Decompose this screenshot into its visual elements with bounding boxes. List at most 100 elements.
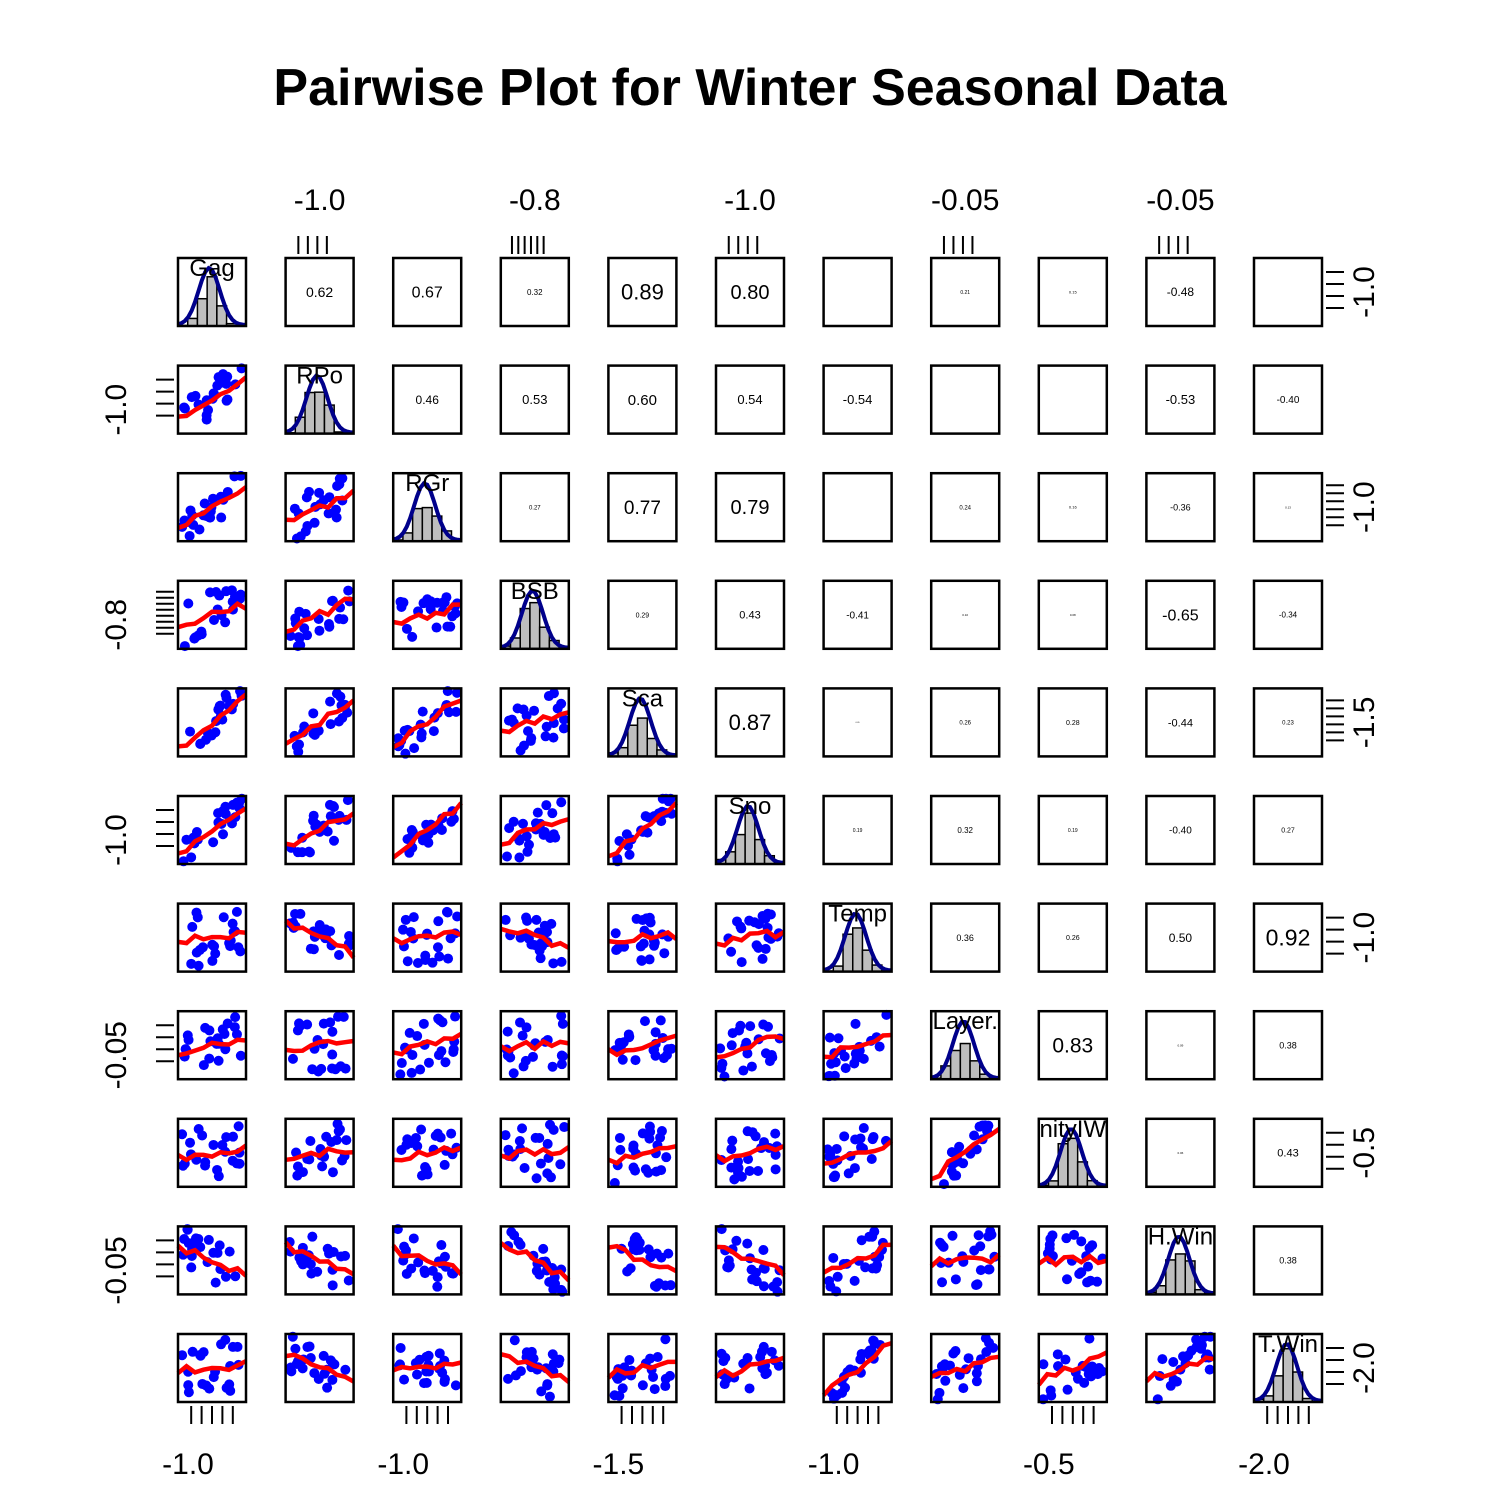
scatter-point bbox=[531, 914, 542, 925]
correlation-value: 0.24 bbox=[959, 505, 971, 511]
left-tick-label: -0.05 bbox=[100, 1021, 133, 1089]
scatter-point bbox=[200, 1022, 211, 1033]
panel-frame bbox=[714, 902, 786, 973]
scatter-point bbox=[293, 632, 304, 643]
panel-frame bbox=[284, 794, 355, 866]
scatter-point bbox=[644, 1121, 655, 1132]
scatter-point bbox=[717, 1058, 728, 1069]
panel-frame bbox=[176, 579, 248, 651]
variable-label: RPo bbox=[296, 363, 343, 390]
scatter-point bbox=[218, 369, 229, 380]
panel-frame bbox=[929, 902, 1001, 973]
scatter-point bbox=[869, 1338, 880, 1349]
correlation-value: 0.05 bbox=[856, 722, 861, 724]
scatter-point bbox=[406, 1067, 417, 1078]
scatter-point bbox=[286, 1366, 297, 1377]
correlation-value: 0.79 bbox=[731, 497, 770, 519]
scatter-point bbox=[191, 826, 202, 837]
scatter-point bbox=[448, 1047, 459, 1058]
scatter-point bbox=[521, 831, 532, 842]
correlation-value: 0.23 bbox=[1282, 721, 1294, 727]
panel-frame bbox=[1145, 1332, 1216, 1404]
scatter-point bbox=[178, 1160, 189, 1171]
panel-frame bbox=[176, 1009, 248, 1081]
correlation-value: 0.92 bbox=[1266, 925, 1311, 951]
scatter-point bbox=[443, 953, 454, 964]
scatter-point bbox=[307, 1231, 318, 1242]
scatter-point bbox=[327, 1049, 338, 1060]
scatter-point bbox=[758, 1281, 769, 1292]
correlation-value: -0.44 bbox=[1168, 717, 1193, 729]
scatter-point bbox=[436, 824, 447, 835]
correlation-value: -0.48 bbox=[1167, 285, 1195, 299]
scatter-point bbox=[948, 1348, 959, 1359]
scatter-point bbox=[738, 1065, 749, 1076]
histogram-bar bbox=[206, 276, 218, 327]
scatter-point bbox=[433, 916, 444, 927]
panel-r5-c10: 0.27 bbox=[1252, 794, 1324, 866]
scatter-point bbox=[653, 1278, 664, 1289]
scatter-point bbox=[741, 1037, 752, 1048]
scatter-point bbox=[418, 1018, 429, 1029]
smooth-line bbox=[1037, 1350, 1108, 1387]
scatter-point bbox=[665, 1280, 676, 1291]
scatter-point bbox=[548, 1124, 559, 1135]
scatter-point bbox=[421, 1377, 432, 1388]
panel-frame bbox=[1037, 794, 1109, 866]
panel-r3-c1 bbox=[284, 579, 355, 652]
smooth-line bbox=[606, 1359, 677, 1380]
scatter-point bbox=[409, 743, 420, 754]
scatter-point bbox=[661, 1050, 672, 1061]
scatter-point bbox=[210, 727, 221, 738]
scatter-point bbox=[624, 849, 635, 860]
scatter-point bbox=[306, 1268, 317, 1279]
smooth-line bbox=[392, 1360, 462, 1373]
panel-r5-c3 bbox=[499, 794, 571, 866]
histogram-bar bbox=[969, 1060, 981, 1080]
right-tick-label: -2.0 bbox=[1348, 1342, 1381, 1394]
scatter-point bbox=[305, 1136, 316, 1147]
scatter-point bbox=[309, 1368, 320, 1379]
scatter-point bbox=[401, 623, 412, 634]
scatter-point bbox=[557, 1018, 568, 1029]
panel-frame bbox=[391, 256, 463, 328]
panel-frame bbox=[822, 1225, 893, 1296]
panel-frame bbox=[391, 902, 463, 973]
panel-r1-c4: 0.60 bbox=[607, 364, 678, 435]
panel-frame bbox=[391, 579, 463, 651]
panel-r1-c10: -0.40 bbox=[1252, 364, 1324, 435]
scatter-point bbox=[331, 688, 342, 699]
scatter-point bbox=[1086, 1371, 1097, 1382]
panel-frame bbox=[714, 579, 786, 651]
panel-r0-c3: 0.32 bbox=[499, 256, 571, 328]
scatter-point bbox=[235, 946, 246, 957]
scatter-point bbox=[452, 687, 463, 698]
scatter-point bbox=[341, 1135, 352, 1146]
scatter-point bbox=[504, 823, 515, 834]
scatter-point bbox=[343, 585, 354, 596]
right-axis-ticks bbox=[1326, 1347, 1344, 1385]
panel-r0-c4: 0.89 bbox=[607, 256, 678, 328]
scatter-point bbox=[744, 915, 755, 926]
scatter-point bbox=[655, 1015, 666, 1026]
scatter-point bbox=[858, 1123, 869, 1134]
panel-r8-c1 bbox=[284, 1117, 355, 1189]
scatter-point bbox=[534, 1269, 545, 1280]
scatter-point bbox=[439, 1251, 450, 1262]
panel-r5-c1 bbox=[284, 794, 355, 866]
panel-r0-c5: 0.80 bbox=[714, 256, 786, 328]
panel-r8-c0 bbox=[176, 1117, 248, 1189]
panel-frame bbox=[499, 794, 571, 866]
scatter-point bbox=[719, 1379, 730, 1390]
correlation-value: 0.28 bbox=[1066, 720, 1080, 727]
panel-frame bbox=[929, 1332, 1001, 1404]
smooth-line bbox=[177, 1037, 247, 1058]
panel-r10-c3 bbox=[499, 1332, 571, 1404]
scatter-point bbox=[639, 1016, 650, 1027]
scatter-point bbox=[726, 1040, 737, 1051]
scatter-point bbox=[290, 1343, 301, 1354]
scatter-point bbox=[300, 526, 311, 537]
panel-r9-c6 bbox=[822, 1225, 893, 1297]
smooth-line bbox=[715, 1244, 786, 1277]
variable-label: Layer. bbox=[933, 1008, 998, 1035]
